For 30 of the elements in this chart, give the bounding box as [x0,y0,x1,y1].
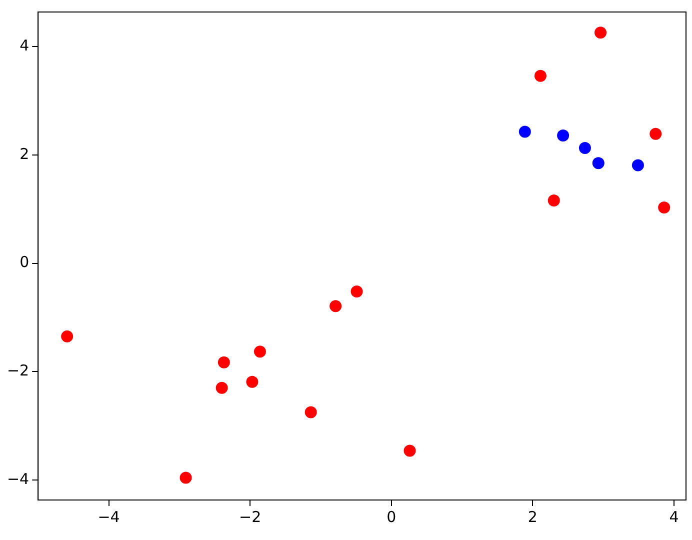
point [254,346,266,358]
point [350,285,363,298]
x-tick-label: −4 [98,508,120,526]
x-tick-label: 4 [669,508,679,526]
y-tick-label: −4 [6,470,30,488]
point [518,126,531,138]
point [330,300,342,312]
x-tick-label: 2 [528,508,538,526]
point [557,129,570,142]
y-tick-label: −2 [6,362,30,380]
point [632,159,644,172]
point [304,406,317,418]
point [548,194,560,206]
x-tick-label: 0 [386,508,396,526]
x-tick-label: −2 [239,508,262,526]
point [592,157,604,170]
point [246,376,258,388]
point [658,202,670,214]
point [534,70,546,82]
point [218,356,230,368]
point [594,26,607,39]
point [650,128,662,140]
point [404,444,416,457]
y-tick-label: 2 [20,144,30,163]
point [216,382,228,394]
y-tick-label: 0 [20,253,30,272]
point [180,472,192,484]
y-tick-label: 4 [20,36,30,55]
point [61,330,74,342]
point [578,142,591,154]
